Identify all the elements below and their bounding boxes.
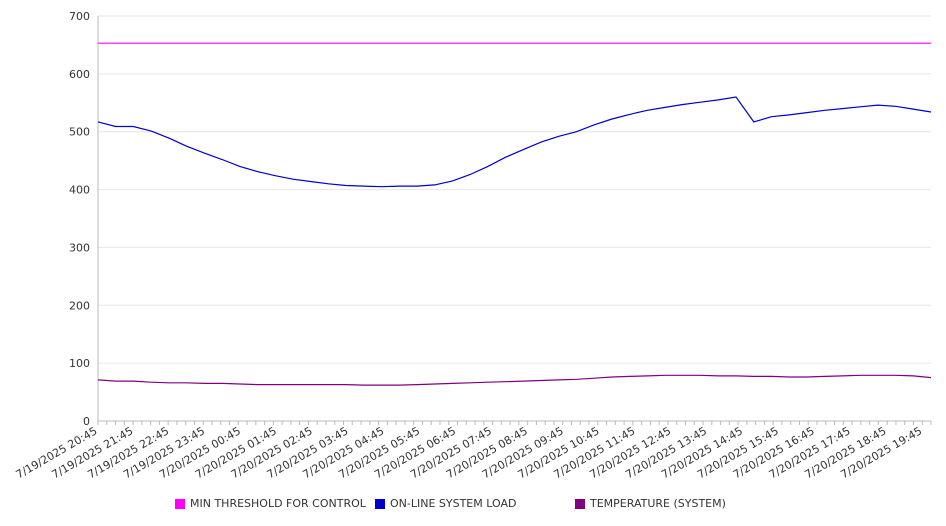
- y-tick-label: 500: [69, 126, 90, 139]
- y-tick-label: 700: [69, 10, 90, 23]
- y-tick-label: 200: [69, 299, 90, 312]
- legend-label: MIN THRESHOLD FOR CONTROL: [190, 497, 366, 510]
- legend-label: TEMPERATURE (SYSTEM): [590, 497, 726, 510]
- series-lines: [97, 42, 932, 386]
- y-tick-label: 600: [69, 68, 90, 81]
- x-axis-tick-labels: 7/19/2025 20:457/19/2025 21:457/19/2025 …: [14, 424, 925, 481]
- legend-swatch-min-threshold: [175, 498, 185, 509]
- series-line: [97, 96, 932, 188]
- legend-item-temperature[interactable]: TEMPERATURE (SYSTEM): [575, 497, 726, 510]
- y-tick-label: 100: [69, 357, 90, 370]
- y-tick-label: 0: [83, 415, 90, 428]
- legend-item-min-threshold[interactable]: MIN THRESHOLD FOR CONTROL: [175, 497, 366, 510]
- legend-swatch-system-load: [375, 498, 385, 509]
- series-line: [97, 374, 932, 386]
- axes: [97, 16, 932, 425]
- legend-label: ON-LINE SYSTEM LOAD: [390, 497, 517, 510]
- y-axis-tick-labels: 0 100 200 300 400 500 600 700: [69, 10, 90, 428]
- y-tick-label: 300: [69, 241, 90, 254]
- legend-item-system-load[interactable]: ON-LINE SYSTEM LOAD: [375, 497, 516, 510]
- grid-lines: [98, 15, 931, 422]
- legend-swatch-temperature: [575, 498, 585, 509]
- y-tick-label: 400: [69, 184, 90, 197]
